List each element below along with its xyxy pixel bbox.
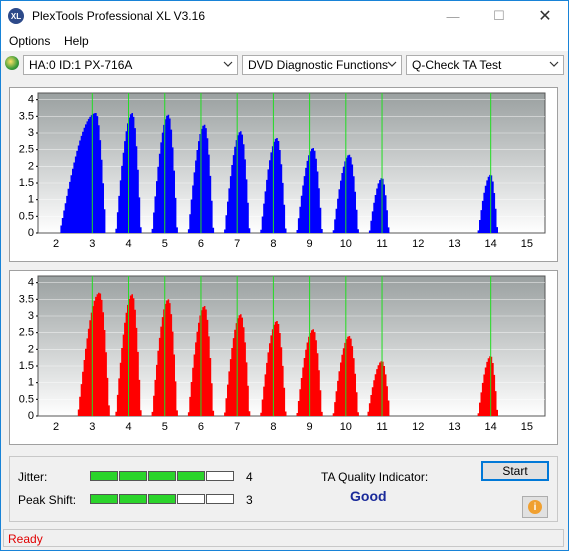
- x-tick-label: 7: [234, 421, 240, 433]
- meter-segment: [90, 471, 118, 481]
- meter-segment: [206, 494, 234, 504]
- y-tick-label: 4: [28, 94, 34, 106]
- x-tick-label: 2: [53, 421, 59, 433]
- y-tick-label: 3.5: [19, 293, 34, 305]
- x-tick-label: 6: [198, 421, 204, 433]
- x-tick-label: 15: [521, 238, 533, 250]
- test-select-value: Q-Check TA Test: [412, 58, 502, 72]
- x-tick-label: 15: [521, 421, 533, 433]
- jitter-chart: 0 0.5 1 1.5 2 2.5 3 3.5 4 2 3 4 5 6 7 8 9 10 11 12 13 14 15: [9, 87, 558, 262]
- x-tick-label: 13: [448, 421, 460, 433]
- app-logo-icon: XL: [8, 8, 24, 24]
- x-tick-label: 11: [376, 421, 387, 433]
- meter-segment: [177, 494, 205, 504]
- jitter-value: 4: [246, 470, 253, 484]
- y-tick-label: 0.5: [19, 393, 34, 405]
- x-tick-label: 9: [307, 421, 313, 433]
- x-tick-label: 9: [307, 238, 313, 250]
- meter-segment: [90, 494, 118, 504]
- y-tick-label: 0: [28, 227, 34, 239]
- x-tick-label: 3: [89, 238, 95, 250]
- info-button[interactable]: i: [522, 496, 548, 518]
- ta-quality-label: TA Quality Indicator:: [321, 470, 429, 484]
- x-tick-label: 11: [376, 238, 387, 250]
- menu-help[interactable]: Help: [64, 34, 89, 48]
- x-tick-label: 14: [485, 421, 497, 433]
- ta-quality-value: Good: [350, 488, 387, 504]
- y-tick-label: 4: [28, 277, 34, 289]
- minimize-button[interactable]: —: [446, 8, 460, 24]
- y-tick-label: 2: [28, 160, 34, 172]
- meter-segment: [148, 494, 176, 504]
- plot-area: [37, 275, 546, 417]
- x-tick-label: 5: [162, 238, 168, 250]
- info-icon: i: [528, 500, 542, 514]
- meter-segment: [148, 471, 176, 481]
- y-tick-label: 2.5: [19, 327, 34, 339]
- status-text: Ready: [8, 532, 43, 546]
- peak-shift-chart: 0 0.5 1 1.5 2 2.5 3 3.5 4 2 3 4 5 6 7 8 9 10 11 12 13 14 15: [9, 270, 558, 445]
- results-panel: [9, 456, 558, 522]
- x-tick-label: 8: [270, 238, 276, 250]
- y-tick-label: 2.5: [19, 144, 34, 156]
- x-tick-label: 12: [412, 238, 424, 250]
- window-title: PlexTools Professional XL V3.16: [32, 9, 205, 23]
- y-tick-label: 3: [28, 310, 34, 322]
- peak-shift-label: Peak Shift:: [18, 493, 77, 507]
- x-tick-label: 8: [270, 421, 276, 433]
- meter-segment: [119, 494, 147, 504]
- x-tick-label: 4: [125, 421, 131, 433]
- x-tick-label: 14: [485, 238, 497, 250]
- y-tick-label: 1.5: [19, 360, 34, 372]
- peak-shift-value: 3: [246, 493, 253, 507]
- close-button[interactable]: ✕: [538, 8, 552, 25]
- y-tick-label: 1: [28, 377, 34, 389]
- drive-select[interactable]: HA:0 ID:1 PX-716A: [23, 55, 238, 75]
- x-tick-label: 6: [198, 238, 204, 250]
- x-tick-label: 2: [53, 238, 59, 250]
- y-tick-label: 0: [28, 410, 34, 422]
- start-button-label: Start: [502, 464, 528, 478]
- jitter-label: Jitter:: [18, 470, 48, 484]
- y-tick-label: 3.5: [19, 110, 34, 122]
- function-select[interactable]: DVD Diagnostic Functions: [242, 55, 402, 75]
- y-tick-label: 1: [28, 194, 34, 206]
- x-tick-label: 12: [412, 421, 424, 433]
- menu-bar: Options Help: [1, 31, 568, 51]
- test-select[interactable]: Q-Check TA Test: [406, 55, 564, 75]
- chevron-down-icon: [223, 61, 233, 67]
- title-bar: XL PlexTools Professional XL V3.16 — ☐ ✕: [1, 1, 568, 31]
- y-tick-label: 2: [28, 343, 34, 355]
- jitter-meter: [90, 471, 234, 481]
- meter-segment: [177, 471, 205, 481]
- chevron-down-icon: [549, 61, 559, 67]
- x-tick-label: 4: [125, 238, 131, 250]
- peak-shift-chart-svg: 0 0.5 1 1.5 2 2.5 3 3.5 4 2 3 4 5 6 7 8 9 10 11 12 13 14 15: [19, 275, 546, 433]
- x-tick-label: 5: [162, 421, 168, 433]
- y-tick-label: 1.5: [19, 177, 34, 189]
- menu-options[interactable]: Options: [9, 34, 51, 48]
- x-tick-label: 13: [448, 238, 460, 250]
- data-bars: [60, 113, 498, 233]
- jitter-chart-svg: 0 0.5 1 1.5 2 2.5 3 3.5 4 2 3 4 5 6 7 8 9 10 11 12 13 14 15: [19, 92, 546, 250]
- y-tick-label: 0.5: [19, 210, 34, 222]
- maximize-button[interactable]: ☐: [493, 8, 505, 23]
- x-tick-label: 10: [340, 238, 352, 250]
- x-tick-label: 10: [340, 421, 352, 433]
- data-bars: [77, 292, 498, 416]
- y-tick-label: 3: [28, 127, 34, 139]
- drive-icon: [5, 56, 19, 70]
- status-bar: Ready: [3, 529, 564, 547]
- x-tick-label: 7: [234, 238, 240, 250]
- function-select-value: DVD Diagnostic Functions: [248, 58, 389, 72]
- meter-segment: [206, 471, 234, 481]
- plot-area: [37, 92, 546, 234]
- start-button[interactable]: Start: [481, 461, 549, 481]
- meter-segment: [119, 471, 147, 481]
- peak-shift-meter: [90, 494, 234, 504]
- drive-select-value: HA:0 ID:1 PX-716A: [29, 58, 133, 72]
- chevron-down-icon: [387, 61, 397, 67]
- x-tick-label: 3: [89, 421, 95, 433]
